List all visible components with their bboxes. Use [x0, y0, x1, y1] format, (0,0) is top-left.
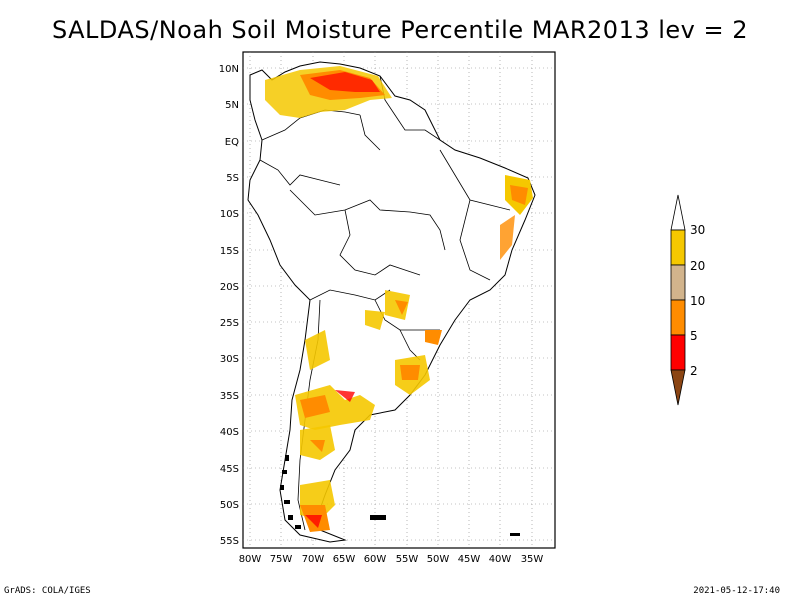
footer-timestamp: 2021-05-12-17:40: [693, 586, 780, 596]
colorbar-label: 20: [690, 259, 705, 273]
colorbar-bin-2-5: [670, 334, 686, 371]
lat-label: 25S: [220, 318, 239, 329]
lat-label: 30S: [220, 354, 239, 365]
colorbar-top-triangle: [670, 194, 686, 231]
lat-label: 55S: [220, 536, 239, 547]
colorbar-bin-20-30: [670, 229, 686, 266]
lon-label: 55W: [396, 554, 419, 565]
lat-label: 50S: [220, 500, 239, 511]
lon-label: 80W: [239, 554, 262, 565]
footer-credit: GrADS: COLA/IGES: [4, 586, 91, 596]
lon-label: 40W: [489, 554, 512, 565]
lat-label: 15S: [220, 246, 239, 257]
lat-label: 10N: [219, 64, 239, 75]
chile-islands: [280, 455, 520, 536]
lon-label: 65W: [333, 554, 356, 565]
colorbar-label: 30: [690, 223, 705, 237]
lat-label: 5N: [225, 100, 239, 111]
lon-label: 70W: [302, 554, 325, 565]
lon-label: 35W: [521, 554, 544, 565]
colorbar-bin-10-20: [670, 264, 686, 301]
lat-label: 40S: [220, 427, 239, 438]
colorbar-label: 10: [690, 294, 705, 308]
lat-labels: 10N 5N EQ 5S 10S 15S 20S 25S 30S 35S 40S…: [219, 64, 239, 547]
lon-label: 75W: [270, 554, 293, 565]
lat-label: 20S: [220, 282, 239, 293]
percentile-shading: [265, 66, 533, 532]
lon-label: 60W: [364, 554, 387, 565]
colorbar-labels: 30 20 10 5 2: [690, 223, 705, 378]
colorbar-bin-5-10: [670, 299, 686, 336]
lat-label: 10S: [220, 209, 239, 220]
lon-label: 45W: [458, 554, 481, 565]
colorbar-bottom-triangle: [670, 369, 686, 406]
lon-labels: 80W 75W 70W 65W 60W 55W 50W 45W 40W 35W: [239, 554, 544, 565]
lat-label: EQ: [225, 137, 239, 148]
lon-label: 50W: [427, 554, 450, 565]
lat-label: 5S: [226, 173, 239, 184]
lat-label: 45S: [220, 464, 239, 475]
page-title: SALDAS/Noah Soil Moisture Percentile MAR…: [51, 16, 749, 44]
lat-label: 35S: [220, 391, 239, 402]
colorbar-label: 5: [690, 329, 698, 343]
colorbar-legend: [670, 194, 686, 406]
colorbar-label: 2: [690, 364, 698, 378]
